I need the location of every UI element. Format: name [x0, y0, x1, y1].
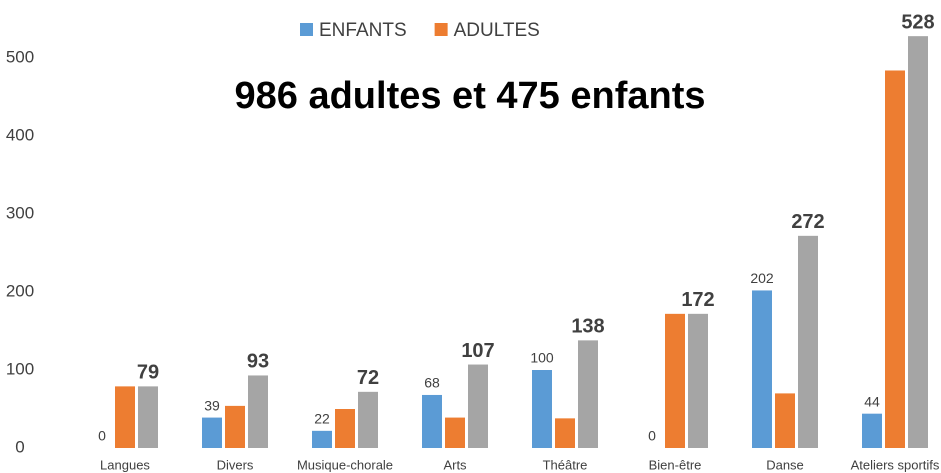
bar: [555, 418, 575, 448]
bar: [532, 370, 552, 448]
legend-label: ENFANTS: [319, 20, 407, 41]
bar: [202, 417, 222, 448]
bar: [862, 413, 882, 448]
x-tick-label: Arts: [443, 457, 467, 472]
bar: [358, 391, 378, 448]
bar: [468, 364, 488, 448]
y-tick-label: 100: [6, 359, 34, 378]
data-label: 202: [750, 270, 774, 286]
x-tick-label: Ateliers sportifs: [851, 457, 940, 472]
x-tick-label: Divers: [217, 457, 254, 472]
data-label: 100: [530, 350, 554, 366]
data-label: 68: [424, 375, 440, 391]
bar: [798, 235, 818, 448]
bar: [688, 313, 708, 448]
data-label: 79: [137, 362, 159, 384]
bar: [422, 394, 442, 448]
x-tick-label: Théâtre: [543, 457, 588, 472]
y-tick-label: 300: [6, 203, 34, 222]
data-label: 272: [791, 211, 824, 233]
bar: [138, 386, 158, 448]
chart-title: 986 adultes et 475 enfants: [235, 75, 706, 117]
bar: [578, 340, 598, 448]
bar: [115, 386, 135, 448]
bar: [908, 36, 928, 448]
legend-label: ADULTES: [454, 20, 540, 41]
bar: [312, 430, 332, 448]
x-tick-label: Langues: [100, 457, 150, 472]
data-label: 528: [901, 11, 934, 33]
data-label: 138: [571, 316, 604, 338]
y-tick-label: 0: [15, 437, 24, 456]
legend-swatch: [434, 23, 448, 36]
data-label: 44: [864, 393, 880, 409]
data-label: 0: [648, 428, 656, 444]
bar: [248, 375, 268, 448]
bar: [335, 409, 355, 448]
data-label: 72: [357, 367, 379, 389]
x-tick-label: Musique-chorale: [297, 457, 393, 472]
data-label: 0: [98, 428, 106, 444]
x-tick-label: Danse: [766, 457, 804, 472]
bar: [225, 405, 245, 448]
bar: [752, 290, 772, 448]
y-tick-label: 500: [6, 47, 34, 66]
x-tick-label: Bien-être: [649, 457, 702, 472]
bar: [665, 313, 685, 448]
data-label: 107: [461, 340, 494, 362]
data-label: 93: [247, 351, 269, 373]
bar: [445, 417, 465, 448]
data-label: 22: [314, 411, 330, 427]
data-label: 172: [681, 289, 714, 311]
y-tick-label: 400: [6, 125, 34, 144]
data-label: 39: [204, 397, 220, 413]
bar: [775, 393, 795, 448]
bar: [885, 70, 905, 448]
y-tick-label: 200: [6, 281, 34, 300]
legend-swatch: [300, 23, 313, 36]
